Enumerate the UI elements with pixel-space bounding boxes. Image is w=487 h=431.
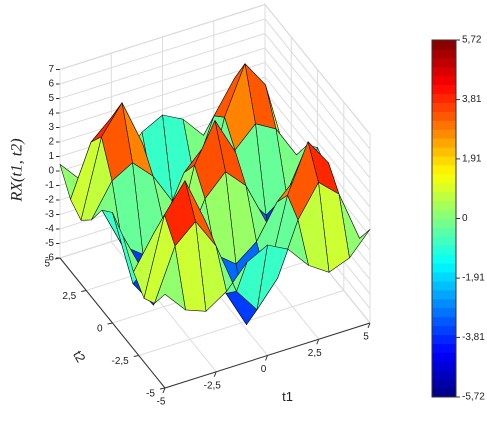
colorbar-band	[432, 343, 456, 353]
x-tick-label: -2,5	[204, 380, 222, 391]
tick-mark	[367, 322, 371, 329]
z-tick-label: 1	[48, 151, 54, 162]
y-tick-label: 5	[44, 259, 50, 270]
colorbar-tick-label: 1,91	[462, 154, 482, 165]
y-tick-label: -5	[146, 389, 155, 400]
grid-line	[138, 102, 345, 356]
tick-mark	[81, 290, 87, 292]
x-tick-label: 2,5	[308, 348, 322, 359]
colorbar-band	[432, 164, 456, 175]
colorbar-band	[432, 272, 456, 282]
colorbar-band	[432, 263, 456, 273]
colorbar-band	[432, 173, 456, 184]
z-tick-label: 2	[48, 137, 54, 148]
colorbar-band	[432, 388, 456, 398]
colorbar-band	[432, 227, 456, 237]
x-axis	[164, 322, 371, 389]
colorbar-band	[432, 156, 456, 166]
colorbar-band	[432, 129, 456, 139]
colorbar-band	[432, 209, 456, 219]
y-tick-label: -2,5	[112, 356, 130, 367]
colorbar-band	[432, 289, 456, 300]
y-axis	[59, 257, 166, 389]
z-tick-label: -4	[45, 224, 54, 235]
colorbar-band	[432, 361, 456, 371]
z-tick-label: -5	[45, 238, 54, 249]
colorbar-band	[432, 325, 456, 336]
colorbar-band	[432, 93, 456, 103]
colorbar-band	[432, 120, 456, 130]
y-axis-label: t2	[70, 348, 88, 365]
colorbar-band	[432, 280, 456, 291]
y-tick-label: 0	[97, 324, 103, 335]
tick-mark	[133, 355, 139, 357]
colorbar-band	[432, 218, 456, 228]
colorbar-band	[432, 379, 456, 389]
colorbar-tick-label: 3,81	[462, 94, 482, 105]
colorbar-tick-label: 5,72	[462, 35, 482, 46]
tick-mark	[159, 387, 166, 390]
x-tick-label: 5	[363, 332, 369, 343]
colorbar-tick-label: 0	[462, 213, 468, 224]
colorbar-band	[432, 334, 456, 344]
tick-mark	[162, 387, 166, 394]
tick-mark	[316, 339, 320, 345]
colorbar-band	[432, 147, 456, 157]
colorbar-band	[432, 245, 456, 255]
colorbar-tick-label: -5,72	[462, 392, 485, 403]
colorbar-band	[432, 40, 456, 50]
colorbar-band	[432, 236, 456, 246]
colorbar-band	[432, 298, 456, 309]
z-axis-label: RX(t1, t2)	[9, 138, 26, 202]
colorbar-band	[432, 84, 456, 95]
z-tick-label: -3	[45, 209, 54, 220]
z-tick-label: -1	[45, 180, 54, 191]
colorbar-band	[432, 48, 456, 59]
colorbar-band	[432, 75, 456, 86]
surface-patch	[154, 245, 186, 311]
colorbar-band	[432, 200, 456, 211]
z-tick-label: 0	[48, 166, 54, 177]
tick-mark	[107, 322, 113, 325]
colorbar-band	[432, 138, 456, 148]
colorbar-band	[432, 254, 456, 264]
colorbar-band	[432, 316, 456, 327]
z-tick-label: 6	[48, 79, 54, 90]
x-axis-label: t1	[282, 389, 293, 404]
tick-mark	[54, 257, 61, 260]
x-tick-label: 0	[261, 364, 267, 375]
colorbar-tick-label: -3,81	[462, 332, 485, 343]
colorbar-band	[432, 102, 456, 112]
tick-mark	[213, 371, 217, 377]
x-tick-label: -5	[157, 397, 166, 408]
z-tick-label: 4	[48, 108, 54, 119]
z-tick-label: -2	[45, 195, 54, 206]
z-tick-label: 7	[48, 64, 54, 75]
colorbar-band	[432, 352, 456, 362]
colorbar-band	[432, 111, 456, 121]
z-tick-label: 3	[48, 122, 54, 133]
z-tick-label: -6	[45, 253, 54, 264]
colorbar-band	[432, 66, 456, 77]
colorbar-band	[432, 370, 456, 380]
colorbar-tick-label: -1,91	[462, 273, 485, 284]
colorbar-band	[432, 191, 456, 202]
tick-mark	[265, 355, 268, 361]
colorbar-band	[432, 307, 456, 318]
z-tick-label: 5	[48, 93, 54, 104]
colorbar-band	[432, 182, 456, 193]
colorbar-band	[432, 57, 456, 68]
y-tick-label: 2,5	[62, 291, 76, 302]
